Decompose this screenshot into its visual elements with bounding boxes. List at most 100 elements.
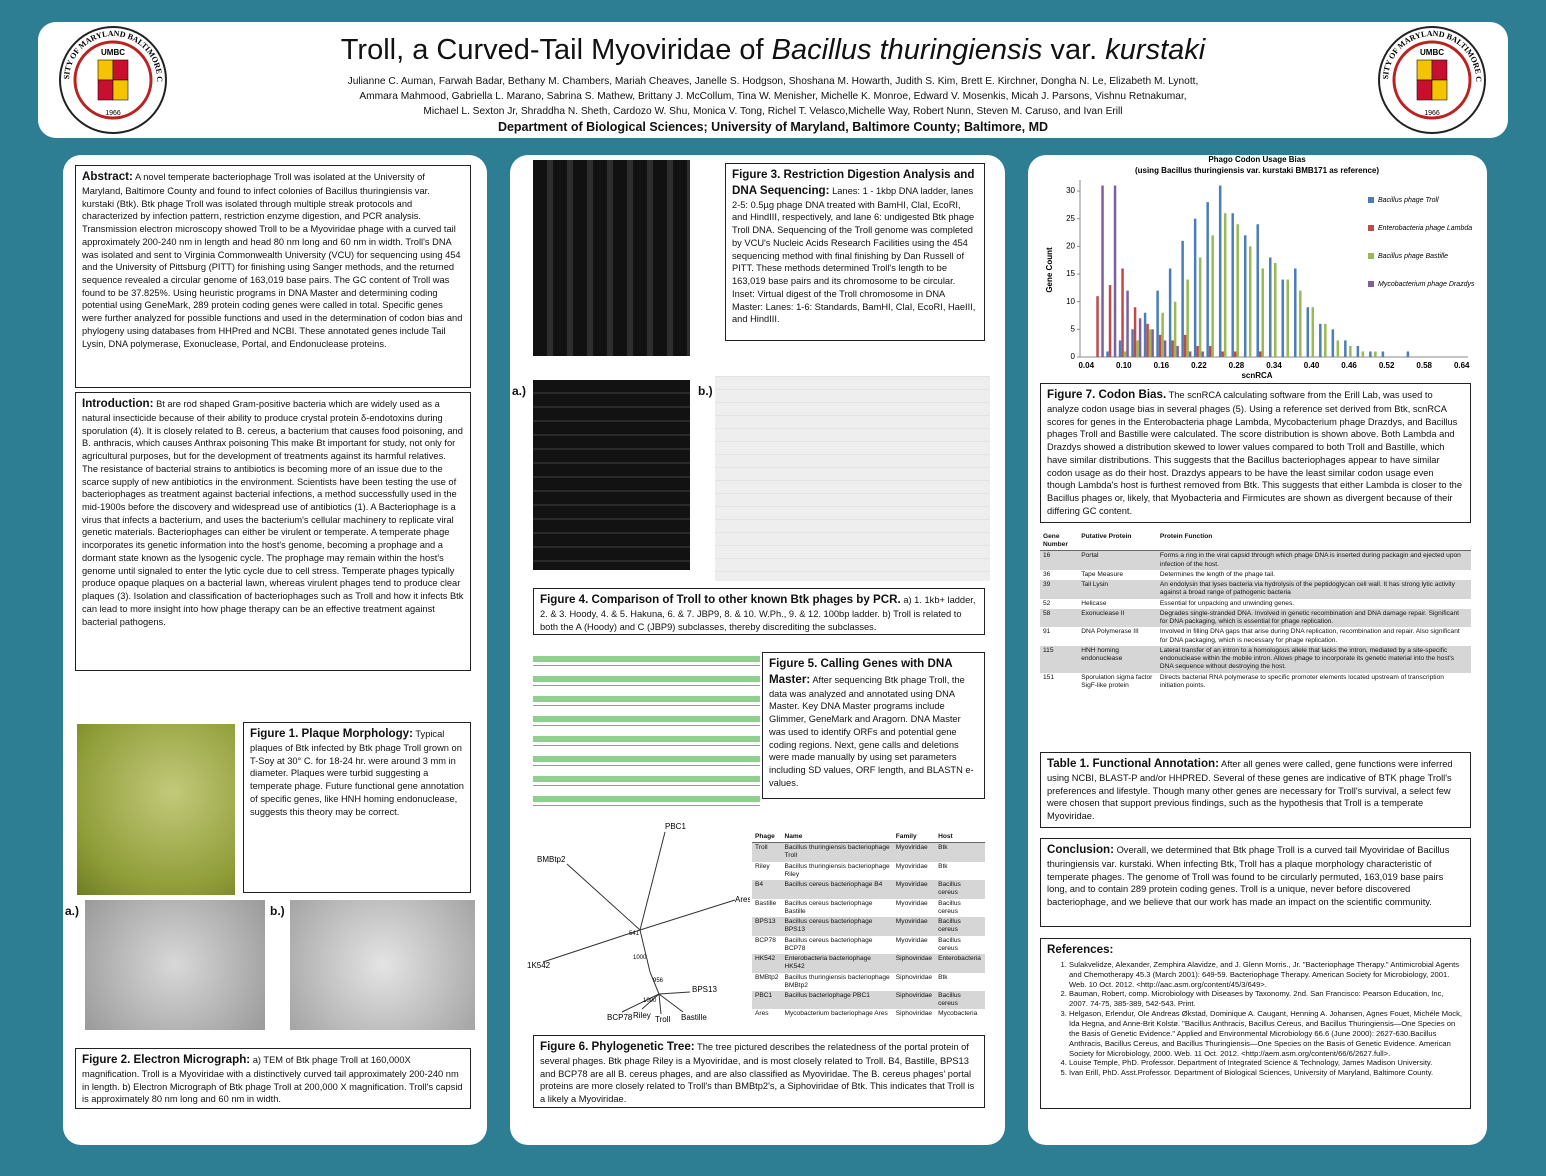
tree-label: PBC1 [665, 822, 686, 831]
reference: Bauman, Robert, comp. Microbiology with … [1069, 989, 1464, 1009]
bar [1196, 345, 1199, 357]
cell: 36 [1043, 570, 1051, 578]
bar [1381, 351, 1385, 357]
bar [1181, 240, 1184, 357]
bootstrap-value: 956 [653, 978, 664, 984]
cell: 39 [1040, 580, 1079, 599]
logo-name: UMBC [101, 48, 125, 57]
title-part: var. [1042, 34, 1106, 66]
codon-chart: Phago Codon Usage Bias (using Bacillus t… [1045, 155, 1475, 380]
y-tick-label: 20 [1066, 241, 1075, 250]
bar [1143, 312, 1147, 357]
reference: Louise Temple, PhD. Professor. Departmen… [1069, 1058, 1464, 1068]
table-row: 151 Sporulation sigma factor SigF-like pr… [1040, 673, 1471, 691]
bar [1118, 340, 1122, 357]
x-tick-label: 0.52 [1379, 361, 1395, 370]
bar [1151, 329, 1154, 357]
figure-3-caption: Figure 3. Restriction Digestion Analysis… [725, 163, 985, 341]
tree-label: Troll [655, 1015, 670, 1024]
table-row: Troll Bacillus thuringiensis bacteriophag… [752, 842, 985, 862]
cell: PBC1 [752, 990, 782, 1010]
legend-swatch [1368, 253, 1374, 259]
cell: Mycobacteria [938, 1010, 978, 1018]
x-tick-label: 0.40 [1304, 361, 1320, 370]
table: Gene Number Putative Protein Protein Funct… [1040, 532, 1471, 691]
logo: UNIVERSITY OF MARYLAND BALTIMORE COUNTYU… [1377, 25, 1486, 134]
cell: Mycobacterium bacteriophage Ares [784, 1010, 888, 1018]
cell: Bacillus cereus bacteriophage B4 [781, 880, 893, 899]
author-line: Michael L. Sexton Jr, Shraddha N. Sheth,… [423, 106, 1123, 117]
logo-name: UMBC [1420, 48, 1444, 57]
x-tick-label: 0.64 [1454, 361, 1470, 370]
cell: BMBtp2 [755, 973, 779, 981]
bar [1173, 301, 1177, 357]
bar [1131, 329, 1134, 357]
bar [1186, 279, 1189, 357]
cell: Bacillus cereus [935, 880, 985, 899]
body-text: The scnRCA calculating software from the… [1047, 390, 1463, 516]
panel-label: a.) [512, 384, 527, 398]
gene-map-image [533, 650, 760, 816]
gel-image [533, 380, 690, 570]
table-1-caption: Table 1. Functional Annotation: After al… [1040, 752, 1471, 828]
table-row: Bastille Bacillus cereus bacteriophage Ba… [752, 899, 985, 917]
cell: Tail Lysin [1078, 580, 1157, 599]
bootstrap-value: 541 [629, 931, 640, 937]
reference: Ivan Erill, PhD. Asst.Professor. Departm… [1069, 1068, 1464, 1078]
introduction: Introduction: Bt are rod shaped Gram-pos… [75, 392, 471, 671]
cell: Troll [752, 842, 782, 862]
body-text: A novel temperate bacteriophage Troll wa… [82, 172, 463, 349]
table-row: 16 Portal Forms a ring in the viral capsid… [1040, 550, 1471, 570]
cell: 91 [1043, 628, 1051, 636]
cell: Ares [755, 1010, 769, 1018]
x-tick-label: 0.58 [1416, 361, 1432, 370]
table-1: Gene Number Putative Protein Protein Funct… [1040, 532, 1471, 742]
column-header: Putative Protein [1078, 532, 1157, 552]
panel-label: b.) [270, 904, 285, 918]
cell: Bacillus cereus bacteriophage BCP78 [784, 936, 873, 952]
cell: Siphoviridae [892, 954, 936, 973]
cell: BPS13 [752, 917, 782, 936]
logo-shield [1416, 79, 1433, 101]
phylogenetic-tree: PBC1 BMBtp2 Ares 1K542 BPS13 BCP78 Riley… [527, 822, 750, 1024]
body-text: Typical plaques of Btk infected by Btk p… [250, 729, 464, 817]
bar [1336, 340, 1340, 357]
cell: Bacillus bacteriophage PBC1 [781, 990, 893, 1010]
reference: Helgason, Erlendur, Ole Andreas Økstad, … [1069, 1009, 1464, 1058]
cell: HK542 [752, 954, 782, 973]
tree-label: BCP78 [607, 1013, 633, 1022]
cell: Bacillus cereus [935, 917, 985, 936]
heading: Figure 5. Calling Genes with DNA Master: [769, 657, 953, 686]
x-tick-label: 0.22 [1191, 361, 1207, 370]
cell: 52 [1043, 599, 1051, 607]
bar [1138, 318, 1142, 357]
cell: Bacillus cereus bacteriophage Bastille [784, 899, 873, 915]
heading: Figure 3. Restriction Digestion Analysis… [732, 168, 975, 197]
bar [1256, 224, 1259, 357]
bar [1294, 268, 1297, 357]
bar [1331, 329, 1335, 357]
cell: 58 [1040, 608, 1079, 628]
cell: DNA Polymerase III [1081, 628, 1139, 636]
legend-label: Bacillus phage Troll [1378, 197, 1439, 204]
bar [1106, 351, 1109, 357]
legend-swatch [1368, 197, 1374, 203]
author-line: Julianne C. Auman, Farwah Badar, Bethany… [347, 76, 1199, 87]
logo-shield [1416, 59, 1433, 81]
header-row: Gene Number Putative Protein Protein Funct… [1040, 532, 1471, 552]
bar [1101, 185, 1104, 357]
cell: An endolysin that lyses bacteria via hyd… [1156, 580, 1471, 599]
tree-label: BPS13 [692, 985, 717, 994]
heading: References: [1047, 943, 1114, 956]
x-tick-label: 0.16 [1154, 361, 1170, 370]
bar [1268, 257, 1272, 357]
body-text: a) 1. 1kb+ ladder, 2. & 3. Hoody, 4. & 5… [540, 595, 976, 632]
bar [1211, 235, 1214, 357]
tree-label: BMBtp2 [537, 855, 566, 864]
logo-shield [97, 59, 114, 81]
heading: Introduction: [82, 397, 154, 410]
legend-label: Bacillus phage Bastille [1378, 253, 1448, 260]
cell: Myoviridae [892, 880, 936, 899]
cell: Bacillus cereus bacteriophage BPS13 [781, 917, 893, 936]
